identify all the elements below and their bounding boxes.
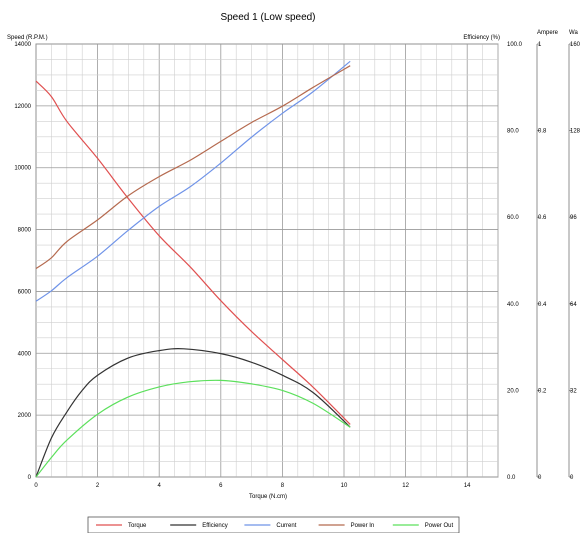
x-axis-label: Torque (N.cm) <box>249 494 287 500</box>
series-efficiency-line <box>35 348 351 478</box>
series-torque-line <box>35 80 351 425</box>
ampere-tick-label: 1 <box>538 42 542 48</box>
efficiency-tick-label: 40.0 <box>507 302 519 308</box>
legend-label: Power In <box>351 523 375 529</box>
efficiency-tick-label: 80.0 <box>507 129 519 135</box>
efficiency-tick-label: 100.0 <box>507 42 523 48</box>
speed-tick-label: 10000 <box>14 166 31 172</box>
x-tick-label: 6 <box>219 483 223 489</box>
speed-tick-label: 0 <box>28 475 32 481</box>
legend-label: Power Out <box>425 523 454 529</box>
watt-tick-label: 32 <box>570 388 577 394</box>
watt-tick-label: 64 <box>570 302 577 308</box>
efficiency-axis-label: Efficiency (%) <box>463 35 500 41</box>
ampere-tick-label: 0.2 <box>538 388 547 394</box>
speed-tick-label: 12000 <box>14 104 31 110</box>
watt-axis-label: Wa <box>569 30 578 36</box>
watt-tick-label: 160 <box>570 42 581 48</box>
x-tick-label: 8 <box>281 483 285 489</box>
legend-label: Torque <box>128 523 147 529</box>
x-tick-label: 12 <box>402 483 409 489</box>
legend-label: Efficiency <box>202 523 228 529</box>
chart-title: Speed 1 (Low speed) <box>220 12 315 23</box>
ampere-tick-label: 0.4 <box>538 302 547 308</box>
speed-tick-label: 8000 <box>18 228 32 234</box>
axes: 0 2 4 6 8 10 12 1402000400060008000100001200014… <box>14 42 580 489</box>
speed-tick-label: 2000 <box>18 413 32 419</box>
series-power-out-line <box>35 379 351 478</box>
watt-tick-label: 0 <box>570 475 574 481</box>
speed-tick-label: 6000 <box>18 289 32 295</box>
efficiency-tick-label: 20.0 <box>507 388 519 394</box>
efficiency-tick-label: 0.0 <box>507 475 516 481</box>
x-tick-label: 2 <box>96 483 100 489</box>
legend-box <box>87 516 460 533</box>
x-tick-label: 4 <box>158 483 162 489</box>
watt-tick-label: 96 <box>570 215 577 221</box>
speed-axis-label: Speed (R.P.M.) <box>7 35 48 41</box>
x-tick-label: 14 <box>464 483 471 489</box>
x-tick-label: 10 <box>341 483 348 489</box>
speed-tick-label: 14000 <box>14 42 31 48</box>
watt-tick-label: 128 <box>570 129 581 135</box>
ampere-tick-label: 0 <box>538 475 542 481</box>
series-lines <box>35 60 351 478</box>
speed-tick-label: 4000 <box>18 351 32 357</box>
legend: Torque Efficiency Current Power In Power Out <box>87 516 460 533</box>
ampere-tick-label: 0.8 <box>538 129 547 135</box>
ampere-tick-label: 0.6 <box>538 215 547 221</box>
grid <box>35 43 499 478</box>
series-power-in-line <box>35 65 351 270</box>
efficiency-tick-label: 60.0 <box>507 215 519 221</box>
x-tick-label: 0 <box>34 483 38 489</box>
legend-label: Current <box>276 523 296 529</box>
ampere-axis-label: Ampere <box>537 30 559 36</box>
series-current-line <box>35 60 351 302</box>
